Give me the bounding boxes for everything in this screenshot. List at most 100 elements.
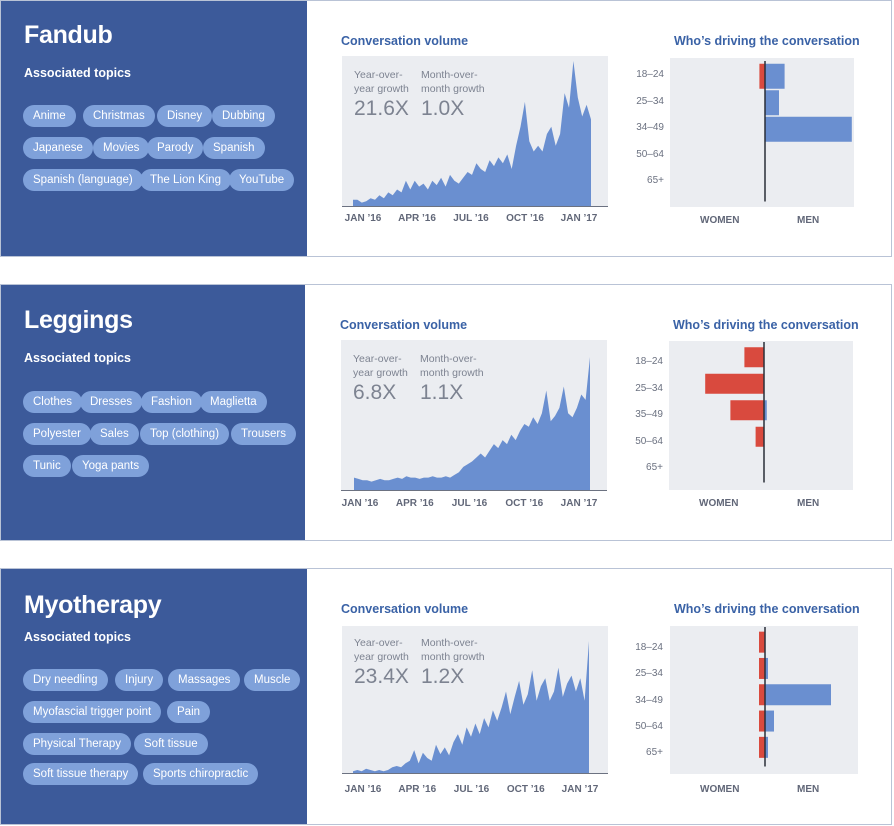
age-group-label: 34–49 — [636, 122, 664, 133]
mom-growth-value: 1.0X — [421, 97, 465, 120]
topic-pill[interactable]: Dry needling — [23, 669, 108, 691]
mom-growth-label: Month-over- month growth — [421, 637, 485, 663]
topic-pill[interactable]: Soft tissue therapy — [23, 763, 139, 785]
associated-topics-label: Associated topics — [24, 351, 131, 365]
men-label: MEN — [797, 784, 820, 795]
mom-growth-label: Month-over- month growth — [420, 353, 484, 379]
yoy-growth-label: Year-over- year growth — [353, 353, 408, 379]
topic-pill[interactable]: YouTube — [229, 169, 295, 191]
women-bar — [759, 63, 765, 89]
women-bar — [759, 684, 765, 706]
topic-pill[interactable]: Movies — [93, 137, 150, 159]
women-bar — [705, 373, 764, 394]
men-bar — [765, 63, 785, 89]
topic-pill[interactable]: Yoga pants — [72, 455, 150, 477]
men-label: MEN — [797, 498, 820, 509]
topic-pill[interactable]: Sports chiropractic — [143, 763, 259, 785]
topic-pill[interactable]: Clothes — [23, 391, 82, 413]
x-tick-label: JUL ’16 — [453, 213, 489, 224]
x-tick-label: JUL ’16 — [453, 784, 490, 795]
topic-pill[interactable]: The Lion King — [140, 169, 231, 191]
x-tick-label: JAN ’16 — [344, 213, 382, 224]
volume-area-series — [353, 641, 589, 774]
x-tick-label: OCT ’16 — [506, 213, 544, 224]
topic-pill[interactable]: Tunic — [23, 455, 71, 477]
topic-pill[interactable]: Christmas — [83, 105, 155, 127]
demographics-chart-title: Who’s driving the conversation — [673, 318, 859, 332]
age-group-label: 25–34 — [635, 668, 663, 680]
demographics-chart-title: Who’s driving the conversation — [674, 602, 860, 616]
topic-pill[interactable]: Trousers — [231, 423, 296, 445]
associated-topics-label: Associated topics — [24, 66, 131, 80]
demographics-bar-chart — [759, 61, 852, 202]
age-group-label: 25–34 — [635, 382, 663, 394]
topic-pill[interactable]: Maglietta — [200, 391, 267, 413]
women-bar — [744, 347, 764, 368]
topic-pill[interactable]: Spanish (language) — [23, 169, 143, 191]
topic-pill[interactable]: Polyester — [23, 423, 91, 445]
yoy-growth-value: 21.6X — [354, 97, 409, 120]
men-bar — [765, 684, 831, 706]
volume-chart-title: Conversation volume — [341, 602, 469, 616]
yoy-growth-label: Year-over- year growth — [354, 637, 409, 663]
demographics-bar-chart — [759, 627, 831, 767]
topic-pill[interactable]: Sales — [90, 423, 139, 445]
topic-pill[interactable]: Soft tissue — [134, 733, 208, 755]
yoy-growth-value: 6.8X — [353, 381, 397, 404]
topic-pill[interactable]: Fashion — [141, 391, 202, 413]
topic-pill[interactable]: Massages — [168, 669, 241, 691]
yoy-growth-label: Year-over- year growth — [354, 69, 409, 95]
x-tick-label: JAN ’17 — [560, 213, 598, 224]
women-label: WOMEN — [699, 498, 739, 509]
topic-panel: Leggings Associated topics Clothes Dress… — [1, 285, 305, 540]
volume-area-chart — [353, 61, 591, 207]
topic-pill[interactable]: Injury — [115, 669, 164, 691]
topic-panel: Myotherapy Associated topics Dry needlin… — [1, 569, 307, 824]
topic-pill[interactable]: Pain — [167, 701, 211, 723]
women-label: WOMEN — [700, 784, 740, 795]
women-label: WOMEN — [700, 215, 740, 226]
topic-card-leggings: Leggings Associated topics Clothes Dress… — [0, 284, 892, 541]
women-bar — [759, 657, 765, 679]
x-tick-label: JAN ’17 — [561, 784, 599, 795]
topic-pill[interactable]: Anime — [23, 105, 76, 127]
topic-pill[interactable]: Disney — [157, 105, 213, 127]
demographics-chart-title: Who’s driving the conversation — [674, 34, 860, 48]
x-axis-line — [342, 773, 608, 774]
topic-pill[interactable]: Top (clothing) — [140, 423, 230, 445]
topic-pill[interactable]: Japanese — [23, 137, 93, 159]
volume-area-series — [353, 61, 591, 207]
x-axis-line — [341, 490, 607, 491]
x-tick-label: JAN ’16 — [341, 498, 379, 509]
age-group-label: 25–34 — [636, 95, 664, 107]
men-bar — [765, 116, 852, 142]
age-group-label: 65+ — [647, 175, 664, 186]
women-bar — [759, 736, 765, 758]
topic-pill[interactable]: Spanish — [203, 137, 265, 159]
topic-pill[interactable]: Physical Therapy — [23, 733, 131, 755]
men-bar — [765, 657, 768, 679]
topic-pill[interactable]: Muscle — [244, 669, 301, 691]
topic-pill[interactable]: Parody — [147, 137, 204, 159]
topic-title: Fandub — [24, 21, 113, 49]
age-group-label: 18–24 — [635, 356, 663, 367]
women-bar — [759, 631, 765, 653]
men-label: MEN — [797, 215, 820, 226]
men-bar — [764, 400, 767, 421]
x-tick-label: OCT ’16 — [506, 784, 545, 795]
topic-pill[interactable]: Dubbing — [212, 105, 275, 127]
x-tick-label: OCT ’16 — [505, 498, 544, 509]
topic-title: Myotherapy — [24, 591, 162, 619]
age-group-label: 65+ — [646, 747, 663, 759]
men-bar — [765, 710, 774, 732]
mom-growth-value: 1.2X — [421, 665, 465, 688]
topic-card-fandub: Fandub Associated topics Anime Christmas… — [0, 0, 892, 257]
topic-title: Leggings — [24, 306, 133, 334]
yoy-growth-value: 23.4X — [354, 665, 409, 688]
topic-pill[interactable]: Myofascial trigger point — [23, 701, 162, 723]
age-group-label: 18–24 — [635, 642, 663, 653]
age-group-label: 50–64 — [635, 720, 663, 732]
associated-topics-label: Associated topics — [24, 630, 131, 644]
topic-pill[interactable]: Dresses — [80, 391, 143, 413]
volume-area-chart — [354, 357, 590, 491]
